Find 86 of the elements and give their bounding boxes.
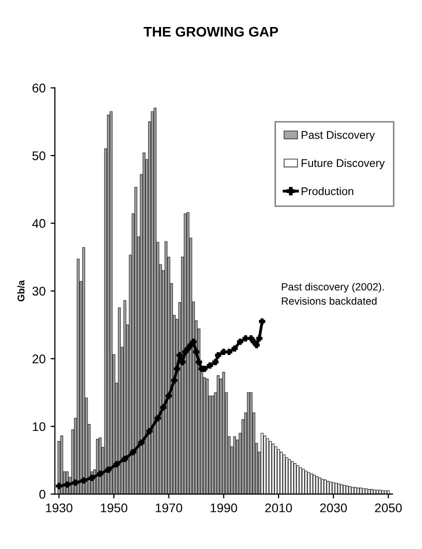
point bbox=[160, 404, 166, 411]
bar bbox=[334, 482, 338, 494]
point bbox=[154, 415, 161, 422]
point bbox=[206, 362, 214, 369]
bar bbox=[154, 108, 156, 494]
point bbox=[146, 428, 153, 434]
bar bbox=[164, 241, 168, 494]
y-tick-label: 10 bbox=[32, 422, 46, 432]
bar bbox=[206, 378, 209, 494]
bar bbox=[216, 375, 220, 494]
point bbox=[196, 358, 202, 366]
bar bbox=[362, 488, 366, 494]
bar bbox=[186, 212, 190, 494]
bar bbox=[233, 436, 236, 494]
point bbox=[113, 461, 120, 468]
point bbox=[215, 352, 222, 358]
y-axis-title: Gb/a bbox=[17, 280, 25, 302]
bar bbox=[76, 258, 80, 494]
y-tick-label: 40 bbox=[32, 219, 46, 228]
bar bbox=[356, 488, 360, 494]
point bbox=[130, 448, 136, 456]
point bbox=[258, 318, 266, 325]
bar bbox=[282, 454, 286, 494]
y-tick-label: 20 bbox=[32, 354, 46, 364]
x-tick-label: 2050 bbox=[375, 503, 402, 512]
bar bbox=[277, 449, 280, 494]
point bbox=[166, 392, 172, 400]
legend-label: Past Discovery bbox=[302, 130, 375, 142]
point bbox=[212, 358, 219, 366]
point bbox=[171, 377, 178, 384]
bar bbox=[378, 490, 382, 494]
point bbox=[250, 338, 257, 345]
point bbox=[256, 335, 262, 342]
x-tick-label: 2010 bbox=[265, 503, 292, 512]
legend-label: Production bbox=[302, 186, 354, 196]
point bbox=[80, 477, 87, 484]
y-tick-label: 50 bbox=[32, 151, 46, 160]
bar bbox=[304, 470, 308, 494]
bar bbox=[250, 392, 253, 494]
bar bbox=[82, 247, 86, 494]
bar bbox=[260, 432, 264, 494]
bar bbox=[326, 480, 330, 494]
x-tick-label: 2030 bbox=[320, 503, 347, 512]
point bbox=[226, 348, 232, 356]
bar bbox=[272, 444, 275, 494]
bar bbox=[266, 438, 270, 494]
bar bbox=[222, 372, 226, 494]
bar bbox=[211, 396, 214, 494]
y-tick-label: 0 bbox=[39, 490, 46, 499]
point bbox=[138, 440, 144, 446]
point bbox=[105, 466, 112, 473]
point bbox=[97, 470, 104, 477]
y-tick-label: 60 bbox=[32, 84, 46, 92]
point bbox=[242, 335, 249, 342]
bar bbox=[373, 490, 376, 494]
bar bbox=[310, 473, 313, 494]
point bbox=[182, 348, 188, 356]
point bbox=[122, 456, 128, 462]
bar bbox=[288, 459, 291, 494]
point bbox=[88, 474, 96, 481]
legend-label: Future Discovery bbox=[302, 158, 385, 170]
annotation: Past discovery (2002). Revisions backdated bbox=[282, 282, 384, 305]
point bbox=[220, 348, 227, 356]
x-tick-label: 1970 bbox=[156, 503, 182, 512]
x-tick-label: 1930 bbox=[46, 503, 72, 512]
y-tick-label: 30 bbox=[32, 286, 46, 296]
bar bbox=[340, 484, 344, 494]
bar bbox=[299, 467, 302, 494]
point bbox=[72, 479, 79, 486]
bar bbox=[346, 486, 349, 494]
point bbox=[237, 338, 244, 345]
bar bbox=[294, 463, 296, 494]
bar bbox=[321, 478, 324, 494]
point bbox=[193, 348, 200, 356]
point bbox=[56, 482, 62, 490]
bar bbox=[142, 152, 146, 494]
point bbox=[232, 345, 238, 352]
x-tick-label: 1950 bbox=[100, 503, 128, 512]
chart-title: THE GROWING GAP bbox=[144, 26, 278, 37]
bar bbox=[316, 476, 318, 494]
point bbox=[174, 366, 180, 372]
x-tick-label: 1990 bbox=[210, 503, 238, 512]
bar bbox=[368, 489, 371, 494]
bar bbox=[351, 486, 354, 494]
point bbox=[64, 481, 70, 488]
bar bbox=[110, 111, 113, 494]
